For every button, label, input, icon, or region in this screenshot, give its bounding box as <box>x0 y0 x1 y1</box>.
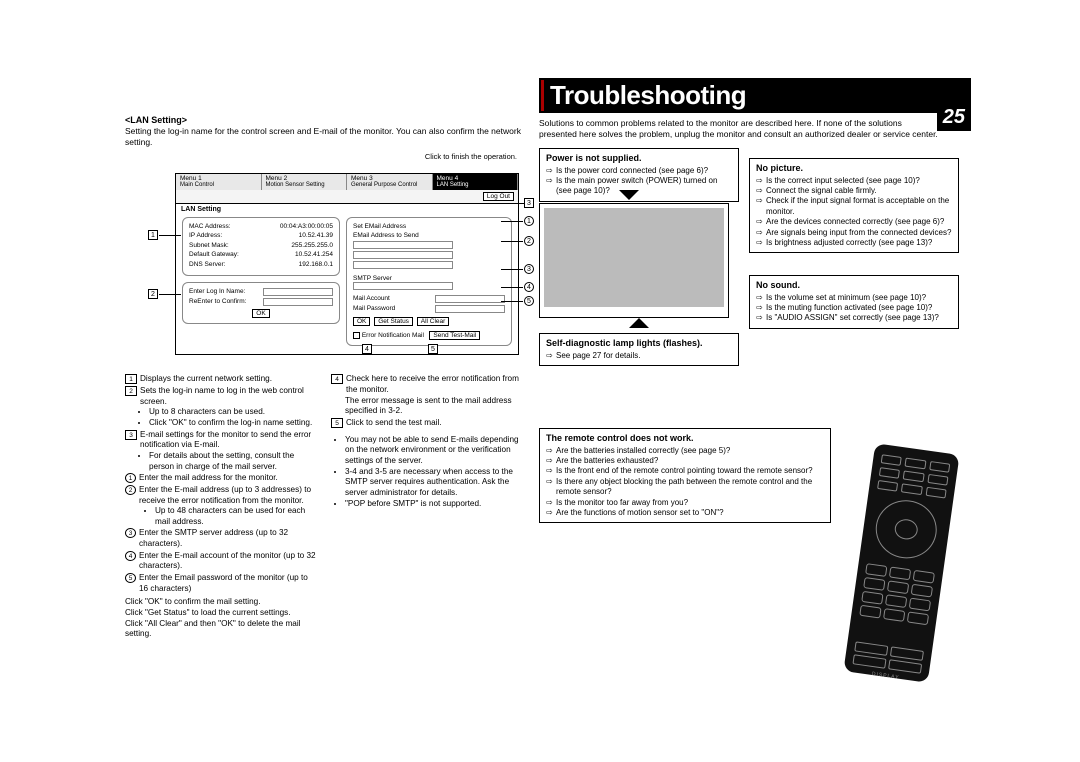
mail-password-input[interactable] <box>435 305 505 313</box>
marker-circ-5: 5 <box>524 296 534 306</box>
login-ok-button[interactable]: OK <box>252 309 269 318</box>
descriptions: 1Displays the current network setting. 2… <box>125 373 523 640</box>
marker-circ-1: 1 <box>524 216 534 226</box>
send-test-mail-button[interactable]: Send Test-Mail <box>429 331 480 340</box>
smtp-input[interactable] <box>353 282 453 290</box>
all-clear-button[interactable]: All Clear <box>417 317 450 326</box>
lan-settings-panel: Menu 1Main Control Menu 2Motion Sensor S… <box>175 173 519 355</box>
panel-heading: LAN Setting <box>176 204 518 213</box>
callout-sound: No sound. ⇨Is the volume set at minimum … <box>749 275 959 329</box>
menu-tabs: Menu 1Main Control Menu 2Motion Sensor S… <box>176 174 518 190</box>
login-reenter-input[interactable] <box>263 298 333 306</box>
marker-sq-2: 2 <box>148 289 158 299</box>
network-info-box: MAC Address:00:04:A3:00:00:05 IP Address… <box>182 217 340 276</box>
marker-sq-1: 1 <box>148 230 158 240</box>
remote-illustration: DISPLAY <box>843 443 959 683</box>
callout-picture: No picture. ⇨Is the correct input select… <box>749 158 959 253</box>
troubleshooting-header: Troubleshooting <box>539 78 971 113</box>
menu-tab-1[interactable]: Menu 1Main Control <box>176 174 262 190</box>
email-addr-1[interactable] <box>353 241 453 249</box>
email-addr-2[interactable] <box>353 251 453 259</box>
marker-sq-5: 5 <box>428 344 438 354</box>
email-ok-button[interactable]: OK <box>353 317 370 326</box>
error-mail-checkbox[interactable] <box>353 332 360 339</box>
marker-circ-3: 3 <box>524 264 534 274</box>
callout-power: Power is not supplied. ⇨Is the power cor… <box>539 148 739 202</box>
lan-setting-column: <LAN Setting> Setting the log-in name fo… <box>125 115 523 640</box>
mail-account-input[interactable] <box>435 295 505 303</box>
menu-tab-4[interactable]: Menu 4LAN Setting <box>433 174 519 190</box>
email-addr-3[interactable] <box>353 261 453 269</box>
troubleshooting-column: Troubleshooting Solutions to common prob… <box>539 78 959 139</box>
login-box: Enter Log In Name: ReEnter to Confirm: O… <box>182 282 340 324</box>
finish-label: Click to finish the operation. <box>125 152 523 161</box>
logout-button[interactable]: Log Out <box>483 192 514 201</box>
menu-tab-3[interactable]: Menu 3General Purpose Control <box>347 174 433 190</box>
callout-remote: The remote control does not work. ⇨Are t… <box>539 428 831 523</box>
lan-section-title: <LAN Setting> <box>125 115 523 125</box>
marker-circ-2: 2 <box>524 236 534 246</box>
marker-circ-4: 4 <box>524 282 534 292</box>
marker-sq-3: 3 <box>524 198 534 208</box>
marker-sq-4: 4 <box>362 344 372 354</box>
callout-lamp: Self-diagnostic lamp lights (flashes). ⇨… <box>539 333 739 366</box>
lan-section-desc: Setting the log-in name for the control … <box>125 126 523 147</box>
get-status-button[interactable]: Get Status <box>374 317 413 326</box>
troubleshooting-intro: Solutions to common problems related to … <box>539 118 939 139</box>
monitor-illustration <box>539 203 729 318</box>
email-box: Set EMail Address EMail Address to Send … <box>346 217 512 346</box>
menu-tab-2[interactable]: Menu 2Motion Sensor Setting <box>262 174 348 190</box>
page-number: 25 <box>937 104 971 131</box>
login-name-input[interactable] <box>263 288 333 296</box>
